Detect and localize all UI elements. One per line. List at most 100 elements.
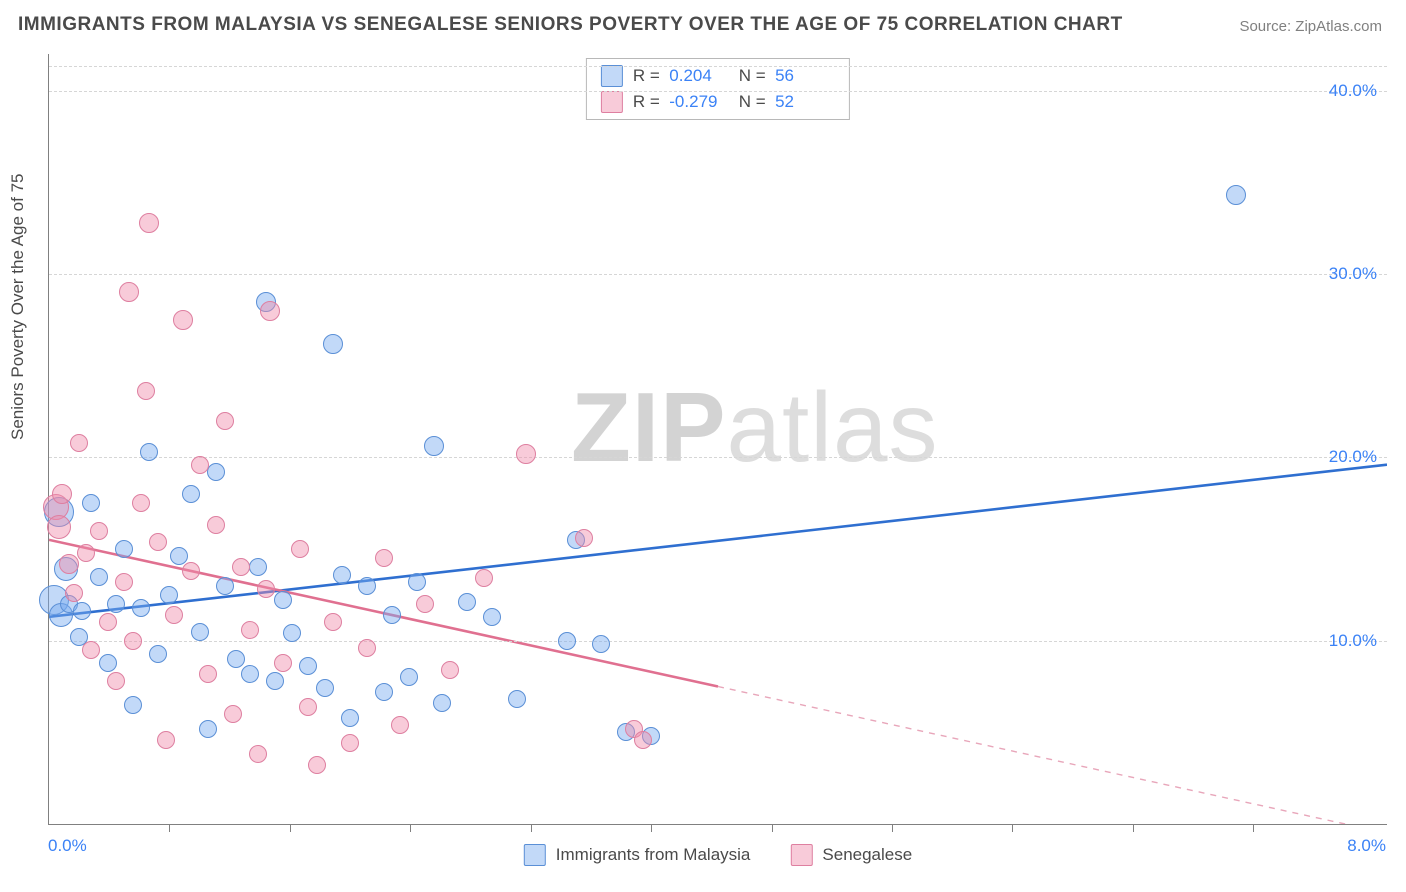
data-point	[149, 533, 167, 551]
data-point	[266, 672, 284, 690]
data-point	[516, 444, 536, 464]
data-point	[274, 654, 292, 672]
data-point	[299, 698, 317, 716]
data-point	[283, 624, 301, 642]
x-tick	[1012, 824, 1013, 832]
data-point	[199, 665, 217, 683]
data-point	[291, 540, 309, 558]
x-tick	[1133, 824, 1134, 832]
data-point	[241, 665, 259, 683]
legend-swatch	[601, 65, 623, 87]
data-point	[383, 606, 401, 624]
scatter-plot: ZIPatlas R = 0.204 N = 56R = -0.279 N = …	[48, 54, 1387, 825]
data-point	[47, 515, 71, 539]
data-point	[416, 595, 434, 613]
x-tick	[169, 824, 170, 832]
x-tick	[1253, 824, 1254, 832]
data-point	[191, 456, 209, 474]
data-point	[408, 573, 426, 591]
data-point	[316, 679, 334, 697]
x-tick	[290, 824, 291, 832]
data-point	[299, 657, 317, 675]
data-point	[149, 645, 167, 663]
data-point	[358, 577, 376, 595]
data-point	[433, 694, 451, 712]
watermark-bold: ZIP	[571, 372, 726, 482]
x-tick	[531, 824, 532, 832]
x-tick	[892, 824, 893, 832]
data-point	[249, 745, 267, 763]
data-point	[375, 549, 393, 567]
data-point	[241, 621, 259, 639]
legend-label: Immigrants from Malaysia	[556, 845, 751, 865]
data-point	[52, 484, 72, 504]
x-axis-min-label: 0.0%	[48, 836, 87, 856]
data-point	[115, 573, 133, 591]
data-point	[308, 756, 326, 774]
legend-stat-text: R = -0.279 N = 52	[633, 89, 835, 115]
data-point	[558, 632, 576, 650]
legend-label: Senegalese	[822, 845, 912, 865]
data-point	[323, 334, 343, 354]
data-point	[274, 591, 292, 609]
data-point	[341, 709, 359, 727]
data-point	[424, 436, 444, 456]
x-axis-max-label: 8.0%	[1347, 836, 1386, 856]
data-point	[82, 641, 100, 659]
legend-stat-row: R = 0.204 N = 56	[601, 63, 835, 89]
watermark-light: atlas	[726, 372, 938, 482]
data-point	[77, 544, 95, 562]
data-point	[99, 613, 117, 631]
y-tick-label: 20.0%	[1329, 447, 1377, 467]
data-point	[182, 562, 200, 580]
data-point	[592, 635, 610, 653]
grid-line	[49, 457, 1387, 458]
data-point	[375, 683, 393, 701]
data-point	[140, 443, 158, 461]
data-point	[165, 606, 183, 624]
x-tick	[772, 824, 773, 832]
data-point	[119, 282, 139, 302]
data-point	[260, 301, 280, 321]
legend-swatch	[524, 844, 546, 866]
data-point	[182, 485, 200, 503]
data-point	[257, 580, 275, 598]
data-point	[458, 593, 476, 611]
grid-line	[49, 66, 1387, 67]
trend-lines	[49, 54, 1387, 824]
y-axis-label: Seniors Poverty Over the Age of 75	[8, 174, 28, 440]
grid-line	[49, 274, 1387, 275]
data-point	[341, 734, 359, 752]
source-attribution: Source: ZipAtlas.com	[1239, 18, 1382, 35]
data-point	[173, 310, 193, 330]
data-point	[70, 434, 88, 452]
data-point	[475, 569, 493, 587]
data-point	[324, 613, 342, 631]
data-point	[139, 213, 159, 233]
legend-item: Immigrants from Malaysia	[524, 844, 751, 866]
data-point	[82, 494, 100, 512]
watermark: ZIPatlas	[571, 371, 938, 484]
data-point	[90, 522, 108, 540]
data-point	[634, 731, 652, 749]
data-point	[107, 672, 125, 690]
data-point	[227, 650, 245, 668]
x-tick	[410, 824, 411, 832]
legend-stat-row: R = -0.279 N = 52	[601, 89, 835, 115]
grid-line	[49, 91, 1387, 92]
data-point	[216, 577, 234, 595]
data-point	[508, 690, 526, 708]
data-point	[59, 554, 79, 574]
data-point	[124, 696, 142, 714]
legend-swatch	[790, 844, 812, 866]
legend-stat-text: R = 0.204 N = 56	[633, 63, 835, 89]
data-point	[575, 529, 593, 547]
chart-title: IMMIGRANTS FROM MALAYSIA VS SENEGALESE S…	[18, 14, 1123, 36]
x-tick	[651, 824, 652, 832]
stats-legend: R = 0.204 N = 56R = -0.279 N = 52	[586, 58, 850, 120]
data-point	[199, 720, 217, 738]
data-point	[216, 412, 234, 430]
data-point	[249, 558, 267, 576]
data-point	[191, 623, 209, 641]
data-point	[391, 716, 409, 734]
